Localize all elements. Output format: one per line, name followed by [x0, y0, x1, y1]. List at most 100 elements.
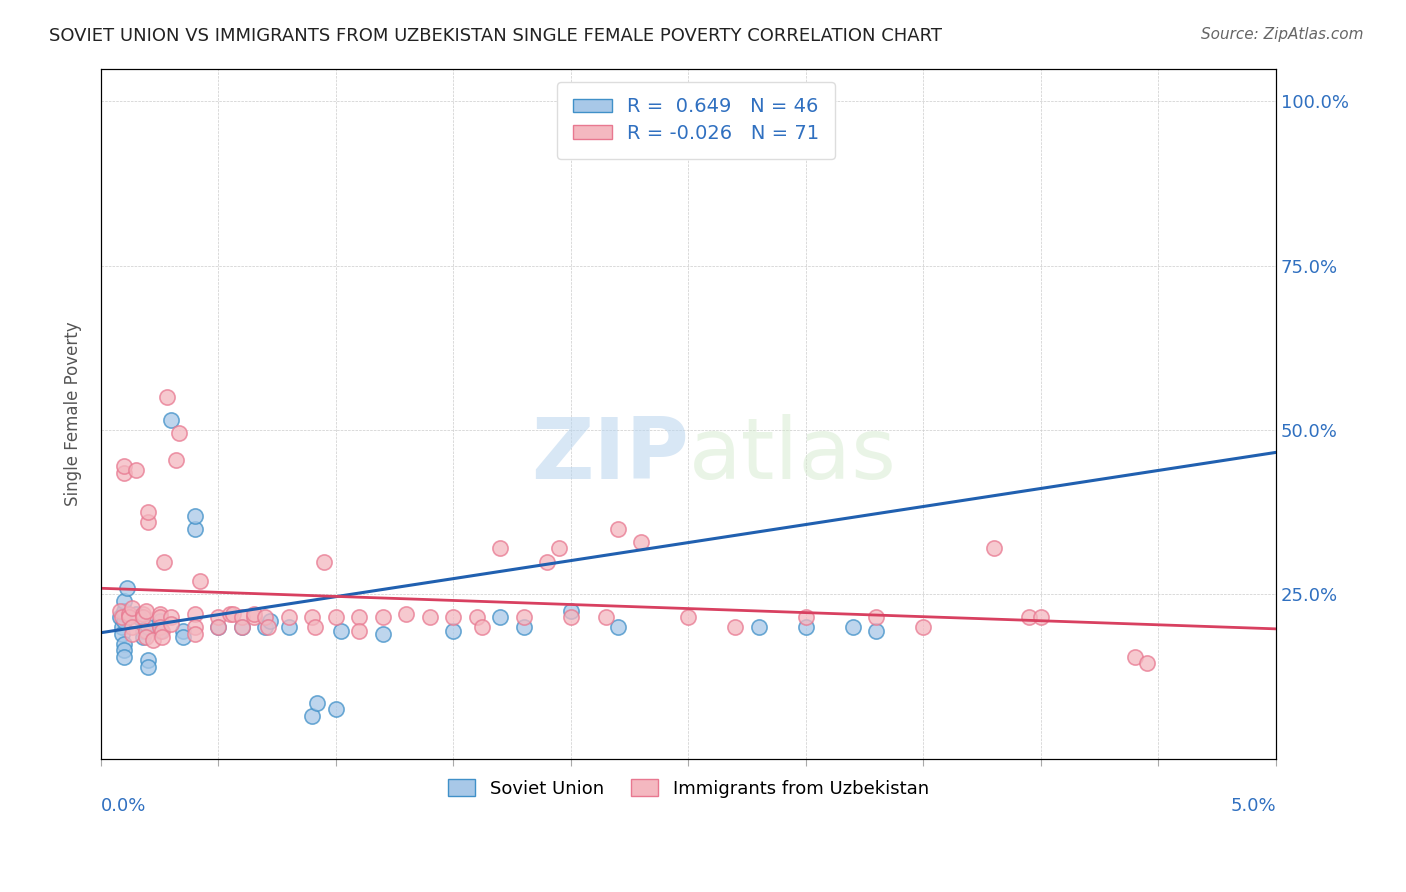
- Point: [607, 522, 630, 536]
- Point: [630, 534, 652, 549]
- Point: [142, 633, 165, 648]
- Point: [794, 620, 817, 634]
- Point: [114, 614, 136, 628]
- Point: [443, 624, 465, 638]
- Point: [160, 610, 183, 624]
- Point: [1123, 649, 1146, 664]
- Point: [231, 610, 253, 624]
- Point: [135, 604, 157, 618]
- Point: [132, 630, 155, 644]
- Point: [150, 630, 173, 644]
- Point: [1018, 610, 1040, 624]
- Point: [595, 610, 617, 624]
- Point: [153, 555, 176, 569]
- Point: [111, 627, 134, 641]
- Point: [160, 617, 183, 632]
- Point: [278, 610, 301, 624]
- Point: [301, 610, 323, 624]
- Point: [165, 452, 187, 467]
- Point: [349, 610, 371, 624]
- Point: [136, 620, 159, 634]
- Point: [443, 610, 465, 624]
- Point: [489, 541, 512, 556]
- Point: [219, 607, 242, 622]
- Point: [118, 607, 141, 622]
- Point: [371, 610, 394, 624]
- Y-axis label: Single Female Poverty: Single Female Poverty: [65, 321, 82, 506]
- Point: [607, 620, 630, 634]
- Point: [865, 624, 887, 638]
- Point: [724, 620, 747, 634]
- Point: [489, 610, 512, 624]
- Point: [108, 604, 131, 618]
- Point: [221, 607, 243, 622]
- Point: [160, 413, 183, 427]
- Point: [184, 620, 207, 634]
- Point: [184, 607, 207, 622]
- Point: [132, 607, 155, 622]
- Point: [184, 627, 207, 641]
- Point: [114, 604, 136, 618]
- Point: [325, 702, 347, 716]
- Point: [329, 624, 352, 638]
- Point: [678, 111, 700, 125]
- Point: [254, 620, 277, 634]
- Point: [256, 620, 278, 634]
- Point: [125, 462, 148, 476]
- Point: [304, 620, 326, 634]
- Point: [231, 620, 253, 634]
- Point: [242, 607, 264, 622]
- Point: [700, 101, 723, 115]
- Point: [242, 610, 264, 624]
- Point: [513, 620, 536, 634]
- Point: [560, 604, 582, 618]
- Point: [1136, 657, 1159, 671]
- Point: [115, 581, 138, 595]
- Point: [114, 637, 136, 651]
- Point: [349, 624, 371, 638]
- Point: [254, 610, 277, 624]
- Point: [419, 610, 441, 624]
- Point: [172, 624, 194, 638]
- Point: [121, 600, 143, 615]
- Point: [678, 610, 700, 624]
- Point: [128, 610, 150, 624]
- Point: [149, 610, 172, 624]
- Point: [188, 574, 211, 589]
- Point: [983, 541, 1005, 556]
- Point: [136, 515, 159, 529]
- Text: ZIP: ZIP: [530, 414, 689, 497]
- Point: [536, 555, 558, 569]
- Point: [118, 610, 141, 624]
- Point: [172, 630, 194, 644]
- Point: [132, 610, 155, 624]
- Point: [465, 610, 488, 624]
- Text: 0.0%: 0.0%: [101, 797, 146, 814]
- Text: SOVIET UNION VS IMMIGRANTS FROM UZBEKISTAN SINGLE FEMALE POVERTY CORRELATION CHA: SOVIET UNION VS IMMIGRANTS FROM UZBEKIST…: [49, 27, 942, 45]
- Point: [114, 649, 136, 664]
- Point: [114, 459, 136, 474]
- Point: [207, 620, 229, 634]
- Point: [111, 620, 134, 634]
- Text: atlas: atlas: [689, 414, 897, 497]
- Point: [794, 610, 817, 624]
- Point: [149, 614, 172, 628]
- Point: [513, 610, 536, 624]
- Point: [184, 508, 207, 523]
- Point: [314, 555, 336, 569]
- Point: [121, 620, 143, 634]
- Point: [231, 620, 253, 634]
- Point: [111, 610, 134, 624]
- Point: [259, 614, 281, 628]
- Point: [136, 659, 159, 673]
- Point: [912, 620, 935, 634]
- Point: [135, 624, 157, 638]
- Point: [207, 620, 229, 634]
- Point: [135, 630, 157, 644]
- Text: 5.0%: 5.0%: [1230, 797, 1277, 814]
- Point: [560, 610, 582, 624]
- Point: [1029, 610, 1052, 624]
- Point: [371, 627, 394, 641]
- Point: [114, 643, 136, 657]
- Point: [125, 607, 148, 622]
